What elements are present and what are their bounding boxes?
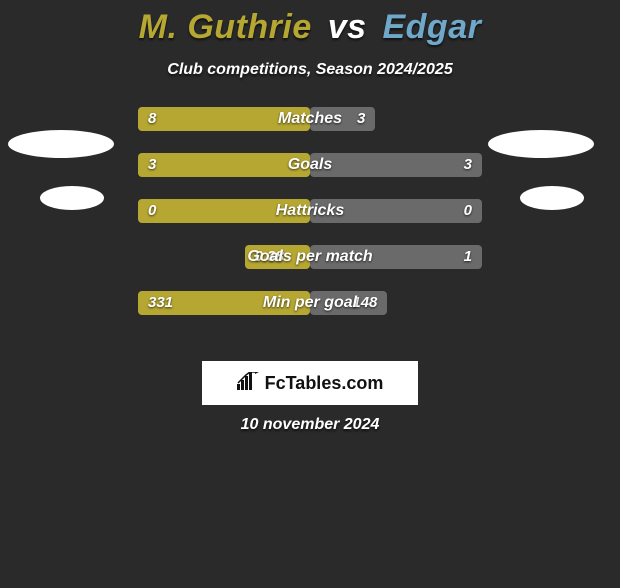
left-value: 8 bbox=[138, 107, 166, 131]
metric-row: 83Matches bbox=[0, 107, 620, 131]
metric-row: 0.381Goals per match bbox=[0, 245, 620, 269]
player-badge-ellipse bbox=[520, 186, 584, 210]
logo-text: FcTables.com bbox=[265, 373, 384, 394]
player2-name: Edgar bbox=[382, 8, 481, 46]
left-value: 3 bbox=[138, 153, 166, 177]
player-badge-ellipse bbox=[40, 186, 104, 210]
left-value: 0.38 bbox=[245, 245, 294, 269]
page-title: M. Guthrie vs Edgar bbox=[0, 8, 620, 47]
player1-name: M. Guthrie bbox=[139, 8, 312, 46]
left-value: 0 bbox=[138, 199, 166, 223]
metric-row: 331148Min per goal bbox=[0, 291, 620, 315]
source-logo: FcTables.com bbox=[202, 361, 418, 405]
right-value: 3 bbox=[347, 107, 375, 131]
date-label: 10 november 2024 bbox=[0, 416, 620, 434]
right-value: 0 bbox=[454, 199, 482, 223]
vs-label: vs bbox=[328, 8, 367, 46]
bar-chart-icon bbox=[237, 372, 259, 395]
right-value: 1 bbox=[454, 245, 482, 269]
left-value: 331 bbox=[138, 291, 183, 315]
player-badge-ellipse bbox=[8, 130, 114, 158]
player-badge-ellipse bbox=[488, 130, 594, 158]
right-value: 3 bbox=[454, 153, 482, 177]
right-value: 148 bbox=[342, 291, 387, 315]
subtitle: Club competitions, Season 2024/2025 bbox=[0, 61, 620, 79]
